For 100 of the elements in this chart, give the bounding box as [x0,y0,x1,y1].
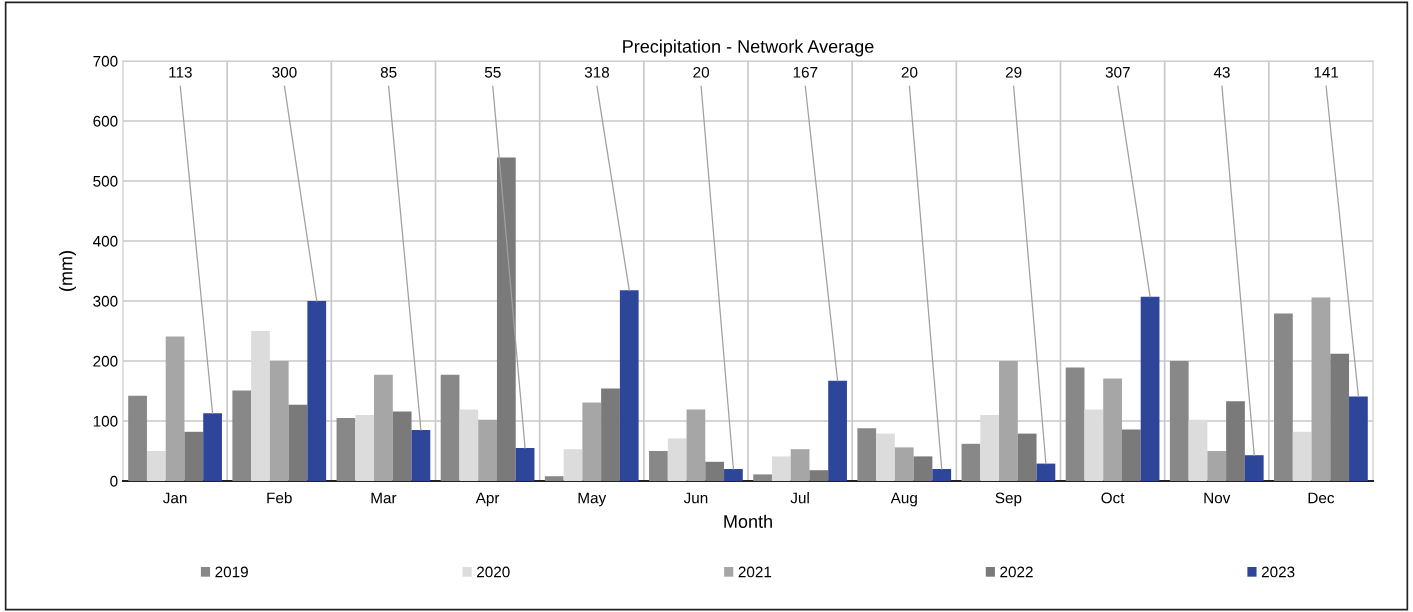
bar [619,290,639,481]
bar [809,470,829,481]
bar [1274,313,1293,481]
x-tick-label: Aug [890,492,917,507]
bar [828,380,847,481]
bar [355,415,375,481]
data-label: 29 [1005,66,1022,78]
bar [374,374,393,481]
x-tick-label: Jul [790,492,809,504]
x-tick-label: Jun [683,492,708,504]
x-tick-label: Jan [163,492,187,504]
bar [705,461,725,481]
bar [876,433,895,481]
x-tick-label: Mar [371,492,397,504]
bar [515,448,535,481]
bar [1292,431,1312,481]
bar [478,419,497,481]
bar [980,415,1000,481]
bar [544,476,564,481]
data-label: 307 [1105,66,1130,78]
x-tick-label: Sep [995,492,1022,507]
y-tick-label: 400 [93,235,118,247]
bar [649,451,668,481]
bar [1330,353,1350,481]
data-label: 113 [169,66,192,78]
bar [496,157,516,481]
bar [724,469,743,481]
bar [269,361,289,481]
y-tick-label: 700 [93,55,118,67]
data-label: 318 [584,66,610,78]
data-label: 85 [380,66,397,78]
bar [1226,401,1245,481]
bar [790,449,810,481]
bar [203,413,222,481]
data-label: 20 [693,66,710,78]
bar [582,402,602,481]
bar [753,474,772,481]
bar [1121,429,1141,481]
bar [1036,463,1056,481]
bar [686,409,706,481]
y-tick-label: 300 [93,295,118,307]
bar [894,447,914,481]
bar [932,469,952,481]
bar [392,411,412,481]
bar [184,431,204,481]
bar [411,430,431,481]
bar [459,409,479,481]
bar [1244,455,1264,481]
bar [336,418,356,481]
bar [251,331,270,481]
data-label: 20 [901,66,918,78]
bar [307,301,327,481]
y-tick-label: 100 [93,415,118,427]
data-label: 55 [484,67,501,78]
bar [1311,297,1331,481]
y-tick-label: 200 [93,355,118,367]
legend-label: 2023 [1261,566,1295,578]
data-label: 167 [793,66,818,78]
bar [1188,419,1208,481]
bar [857,428,877,481]
y-tick-label: 600 [93,115,118,127]
bar [1140,296,1160,481]
x-tick-label: Apr [475,492,500,507]
bar [601,388,620,481]
data-label: 141 [1314,67,1339,78]
x-tick-label: Oct [1101,492,1125,504]
bar [1065,367,1085,481]
bar [1349,396,1368,481]
bar [440,374,460,481]
bar [961,443,981,481]
y-tick-label: 0 [110,475,118,487]
data-label: 43 [1213,66,1230,78]
bar [563,449,583,481]
bar [288,404,308,481]
bar [913,456,933,481]
bar [667,438,687,481]
legend-label: 2022 [1000,566,1033,578]
x-tick-label: Nov [1204,492,1231,504]
bar [146,451,166,481]
bar [1103,378,1122,481]
bar [1017,433,1037,481]
bar [999,361,1018,481]
y-tick-label: 500 [93,175,118,187]
bar [1084,409,1104,481]
legend-label: 2019 [215,566,248,578]
bar [771,456,791,481]
bar [165,336,185,481]
bar [232,390,252,481]
bar [128,395,147,481]
x-axis-title: Month [724,514,772,528]
x-tick-label: Feb [267,492,292,504]
bar [1169,361,1189,481]
data-label: 300 [272,66,297,78]
y-axis-title: (mm) [59,251,76,291]
chart-title: Precipitation - Network Average [623,39,874,57]
x-tick-label: May [578,492,607,507]
legend-label: 2021 [738,566,772,578]
legend-label: 2020 [477,566,510,578]
x-tick-label: Dec [1308,492,1335,504]
bar [1207,451,1227,481]
